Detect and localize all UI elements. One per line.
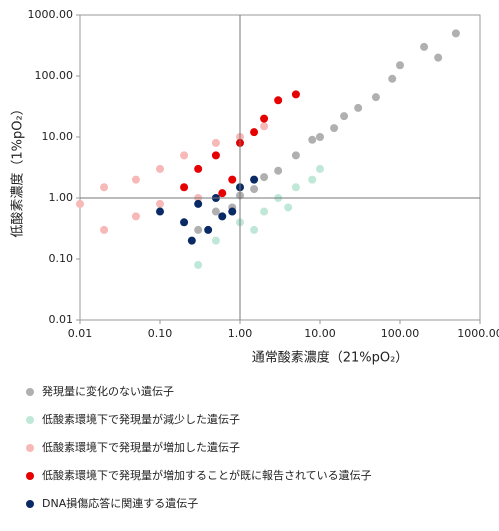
point	[260, 207, 269, 216]
y-tick-label: 0.01	[49, 313, 74, 326]
legend-marker	[26, 500, 34, 508]
y-tick-label: 0.10	[49, 252, 74, 265]
point	[308, 175, 317, 184]
point	[218, 212, 227, 221]
y-tick-label: 100.00	[35, 69, 74, 82]
point	[194, 164, 203, 173]
legend-marker	[26, 472, 34, 480]
point	[156, 207, 164, 216]
point	[76, 199, 84, 208]
point	[451, 29, 460, 38]
point	[131, 175, 140, 184]
point	[316, 164, 324, 173]
y-tick-label: 1.00	[49, 191, 74, 204]
point	[340, 112, 349, 121]
point	[131, 212, 140, 221]
point	[156, 164, 164, 173]
point	[250, 225, 259, 234]
x-tick-label: 0.10	[148, 327, 173, 340]
point	[100, 183, 109, 192]
x-tick-label: 1.00	[228, 327, 253, 340]
x-tick-label: 0.01	[68, 327, 93, 340]
point	[274, 96, 283, 105]
legend-label: 低酸素環境下で発現量が減少した遺伝子	[42, 412, 240, 426]
point	[260, 173, 269, 182]
legend-marker	[26, 388, 34, 396]
point	[371, 93, 380, 102]
y-tick-label: 1000.00	[28, 8, 74, 21]
point	[250, 175, 259, 184]
point	[194, 260, 203, 269]
point	[308, 135, 317, 144]
legend-marker	[26, 444, 34, 452]
point	[274, 166, 283, 175]
point	[396, 61, 404, 70]
point	[250, 185, 259, 194]
point	[100, 225, 109, 234]
point	[250, 128, 259, 137]
point	[354, 103, 363, 112]
x-axis-title: 通常酸素濃度（21%pO₂）	[252, 350, 409, 366]
point	[218, 189, 227, 198]
point	[211, 138, 220, 147]
point	[156, 199, 164, 208]
point	[211, 207, 220, 216]
point	[180, 151, 189, 160]
legend-label: 発現量に変化のない遺伝子	[42, 384, 174, 398]
point	[291, 183, 300, 192]
x-tick-label: 1000.00	[457, 327, 499, 340]
point	[284, 203, 293, 212]
y-axis-title: 低酸素濃度（1%pO₂）	[10, 102, 26, 237]
point	[194, 225, 203, 234]
point	[211, 236, 220, 245]
legend-label: 低酸素環境下で発現量が増加した遺伝子	[42, 440, 240, 454]
point	[291, 151, 300, 160]
plot-area	[79, 14, 481, 321]
x-tick-label: 100.00	[381, 327, 420, 340]
point	[260, 114, 269, 123]
legend-marker	[26, 416, 34, 424]
point	[187, 236, 196, 245]
point	[204, 225, 213, 234]
point	[180, 218, 189, 227]
point	[260, 122, 269, 131]
point	[180, 183, 189, 192]
point	[291, 90, 300, 99]
point	[434, 53, 443, 62]
legend-label: DNA損傷応答に関連する遺伝子	[42, 496, 198, 510]
legend-label: 低酸素環境下で発現量が増加することが既に報告されている遺伝子	[42, 468, 372, 482]
point	[194, 199, 203, 208]
point	[330, 124, 339, 133]
point	[388, 74, 397, 83]
point	[228, 175, 237, 184]
point	[316, 133, 324, 141]
y-tick-label: 10.00	[42, 130, 74, 143]
point	[420, 42, 429, 51]
point	[211, 151, 220, 160]
point	[228, 207, 237, 216]
x-tick-label: 10.00	[304, 327, 336, 340]
